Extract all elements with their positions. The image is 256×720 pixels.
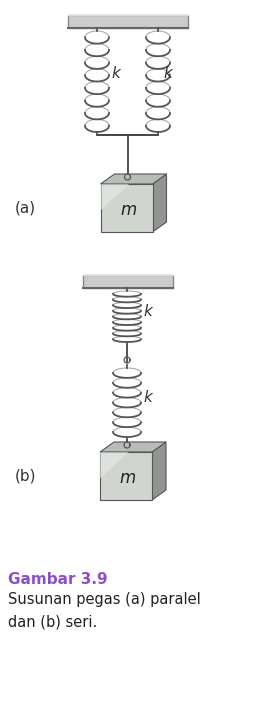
Polygon shape: [101, 174, 166, 184]
Text: k: k: [143, 390, 152, 405]
Polygon shape: [153, 174, 166, 232]
Polygon shape: [100, 452, 129, 478]
Polygon shape: [100, 452, 152, 500]
Text: Susunan pegas (a) paralel
dan (b) seri.: Susunan pegas (a) paralel dan (b) seri.: [8, 592, 201, 629]
FancyBboxPatch shape: [83, 275, 173, 288]
Text: (b): (b): [14, 469, 36, 484]
Text: m: m: [120, 469, 136, 487]
FancyBboxPatch shape: [68, 15, 188, 28]
Polygon shape: [101, 184, 129, 210]
Polygon shape: [152, 442, 166, 500]
Polygon shape: [100, 442, 166, 452]
Text: k: k: [143, 304, 152, 319]
Polygon shape: [101, 184, 153, 232]
Text: m: m: [120, 201, 137, 219]
Text: (a): (a): [14, 200, 36, 215]
Text: k: k: [111, 66, 120, 81]
Text: Gambar 3.9: Gambar 3.9: [8, 572, 108, 587]
Text: k: k: [163, 66, 172, 81]
